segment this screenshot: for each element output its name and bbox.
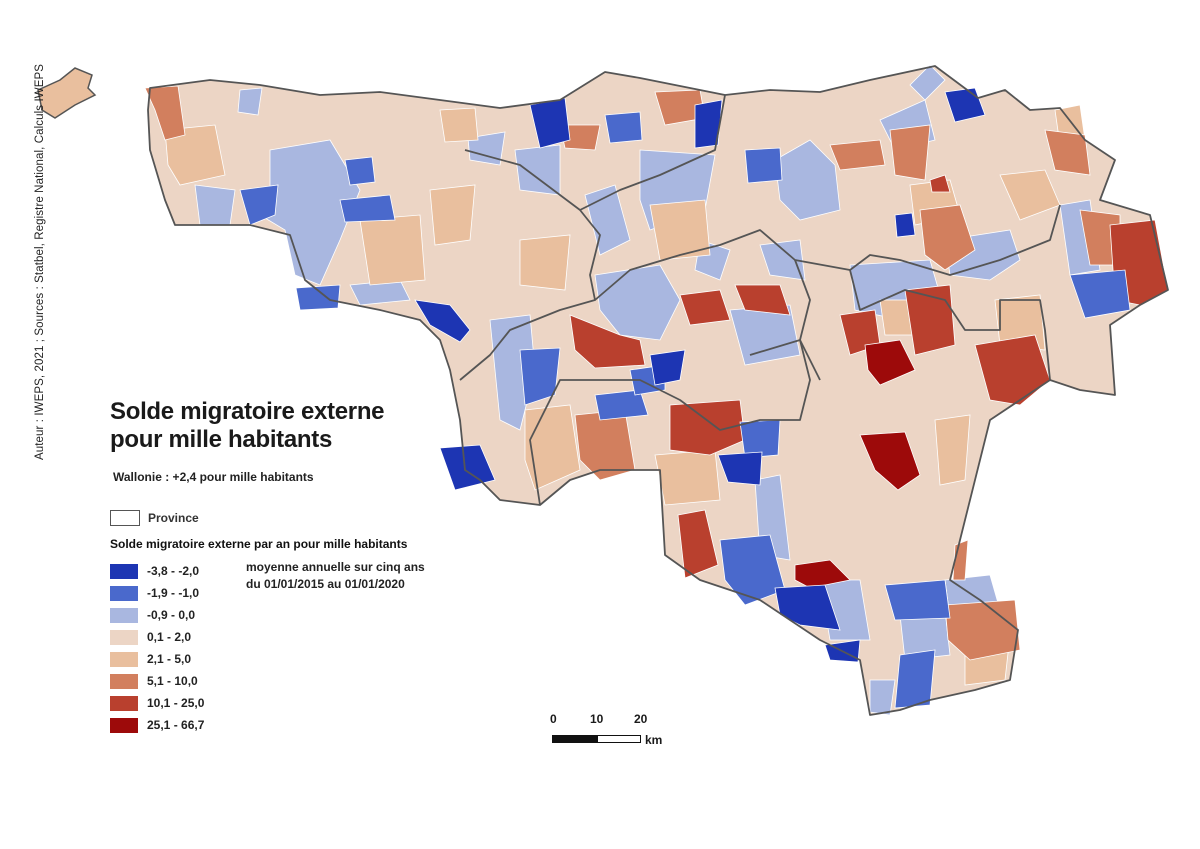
legend-label: -0,9 - 0,0 [147, 608, 196, 622]
legend-swatch [110, 563, 138, 579]
legend-row: 25,1 - 66,7 [110, 715, 204, 735]
map-title: Solde migratoire externe pour mille habi… [110, 398, 430, 454]
legend-swatch [110, 585, 138, 601]
title-line-2: pour mille habitants [110, 426, 333, 453]
province-legend-label: Province [148, 511, 199, 525]
legend-label: 5,1 - 10,0 [147, 674, 198, 688]
scale-tick-0: 0 [550, 712, 557, 726]
legend-title: Solde migratoire externe par an pour mil… [110, 537, 408, 551]
legend-row: -0,9 - 0,0 [110, 605, 204, 625]
legend-swatch [110, 629, 138, 645]
municipalities [144, 64, 1169, 716]
author-source-credit: Auteur : IWEPS, 2021 ; Sources : Statbel… [34, 63, 46, 460]
legend-swatch [110, 717, 138, 733]
legend-label: 0,1 - 2,0 [147, 630, 192, 644]
legend-row: 0,1 - 2,0 [110, 627, 204, 647]
wallonia-average: Wallonie : +2,4 pour mille habitants [113, 470, 314, 484]
legend-swatch [110, 673, 138, 689]
note-line-2: du 01/01/2015 au 01/01/2020 [246, 577, 405, 591]
legend-swatch [110, 651, 138, 667]
legend-swatch [110, 695, 138, 711]
note-line-1: moyenne annuelle sur cinq ans [246, 560, 425, 574]
legend-row: 2,1 - 5,0 [110, 649, 204, 669]
legend-swatch [110, 607, 138, 623]
legend-classes: -3,8 - -2,0 -1,9 - -1,0 -0,9 - 0,0 0,1 -… [110, 561, 204, 737]
province-legend: Province [110, 510, 199, 526]
legend-label: -3,8 - -2,0 [147, 564, 200, 578]
scale-segment-light [597, 735, 641, 743]
title-line-1: Solde migratoire externe [110, 398, 385, 425]
scale-tick-10: 10 [590, 712, 604, 726]
legend-row: -3,8 - -2,0 [110, 561, 204, 581]
province-boundaries [147, 65, 1169, 716]
scale-unit: km [645, 733, 663, 747]
scale-tick-20: 20 [634, 712, 648, 726]
province-swatch [110, 510, 140, 526]
scale-bar: 0 10 20 km [550, 712, 672, 752]
isolated-enclave [37, 67, 97, 119]
legend-label: -1,9 - -1,0 [147, 586, 200, 600]
legend-label: 25,1 - 66,7 [147, 718, 205, 732]
legend-label: 2,1 - 5,0 [147, 652, 192, 666]
legend-row: -1,9 - -1,0 [110, 583, 204, 603]
legend-row: 5,1 - 10,0 [110, 671, 204, 691]
legend-row: 10,1 - 25,0 [110, 693, 204, 713]
legend-label: 10,1 - 25,0 [147, 696, 205, 710]
legend-period-note: moyenne annuelle sur cinq ans du 01/01/2… [246, 559, 425, 593]
scale-segment-dark [552, 735, 598, 743]
